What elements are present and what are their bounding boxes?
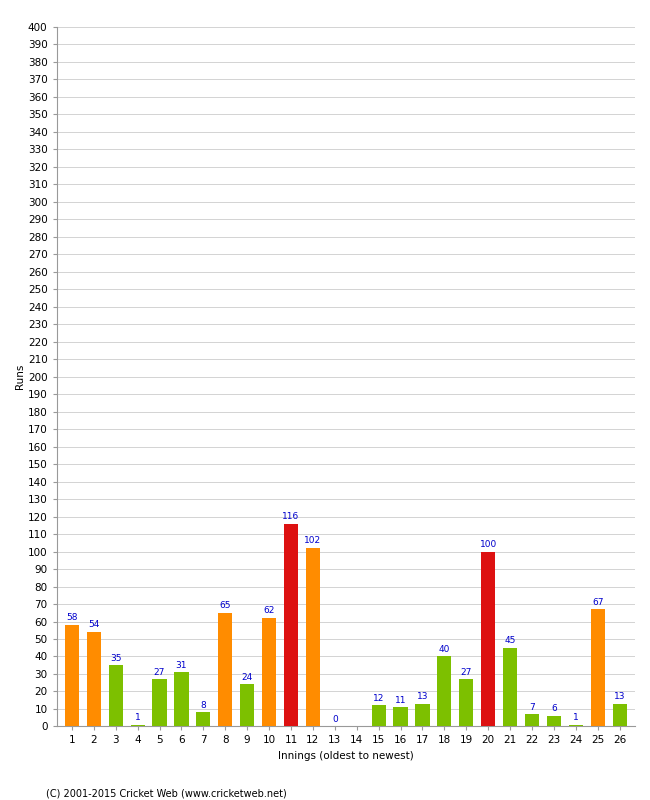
Text: 7: 7 (529, 702, 535, 711)
Bar (525, 714, 539, 726)
Text: 45: 45 (504, 636, 516, 645)
Text: 102: 102 (304, 537, 322, 546)
Text: 27: 27 (154, 667, 165, 677)
Bar (240, 685, 254, 726)
Text: 1: 1 (573, 713, 578, 722)
Bar (196, 713, 211, 726)
Text: 67: 67 (592, 598, 603, 606)
Text: 31: 31 (176, 661, 187, 670)
Text: (C) 2001-2015 Cricket Web (www.cricketweb.net): (C) 2001-2015 Cricket Web (www.cricketwe… (46, 788, 286, 798)
Bar (591, 610, 605, 726)
Bar (306, 548, 320, 726)
Bar (109, 666, 123, 726)
Bar (131, 725, 145, 726)
Text: 24: 24 (242, 673, 253, 682)
Bar (569, 725, 583, 726)
Bar (393, 707, 408, 726)
Bar (503, 648, 517, 726)
Bar (372, 706, 385, 726)
Bar (415, 704, 430, 726)
Text: 100: 100 (480, 540, 497, 549)
Bar (459, 679, 473, 726)
Bar (174, 672, 188, 726)
Bar (262, 618, 276, 726)
Text: 13: 13 (614, 692, 625, 701)
Text: 116: 116 (282, 512, 300, 521)
Bar (284, 523, 298, 726)
Text: 8: 8 (200, 701, 206, 710)
X-axis label: Innings (oldest to newest): Innings (oldest to newest) (278, 751, 413, 761)
Text: 6: 6 (551, 704, 557, 714)
Text: 65: 65 (220, 601, 231, 610)
Bar (86, 632, 101, 726)
Text: 13: 13 (417, 692, 428, 701)
Bar (481, 551, 495, 726)
Text: 40: 40 (439, 645, 450, 654)
Bar (218, 613, 233, 726)
Text: 54: 54 (88, 620, 99, 630)
Text: 12: 12 (373, 694, 384, 703)
Text: 0: 0 (332, 714, 338, 724)
Bar (65, 625, 79, 726)
Text: 35: 35 (110, 654, 122, 662)
Text: 1: 1 (135, 713, 140, 722)
Bar (152, 679, 166, 726)
Text: 11: 11 (395, 695, 406, 705)
Text: 62: 62 (263, 606, 275, 615)
Text: 58: 58 (66, 614, 77, 622)
Text: 27: 27 (461, 667, 472, 677)
Bar (437, 657, 452, 726)
Bar (547, 716, 561, 726)
Y-axis label: Runs: Runs (15, 364, 25, 390)
Bar (612, 704, 627, 726)
